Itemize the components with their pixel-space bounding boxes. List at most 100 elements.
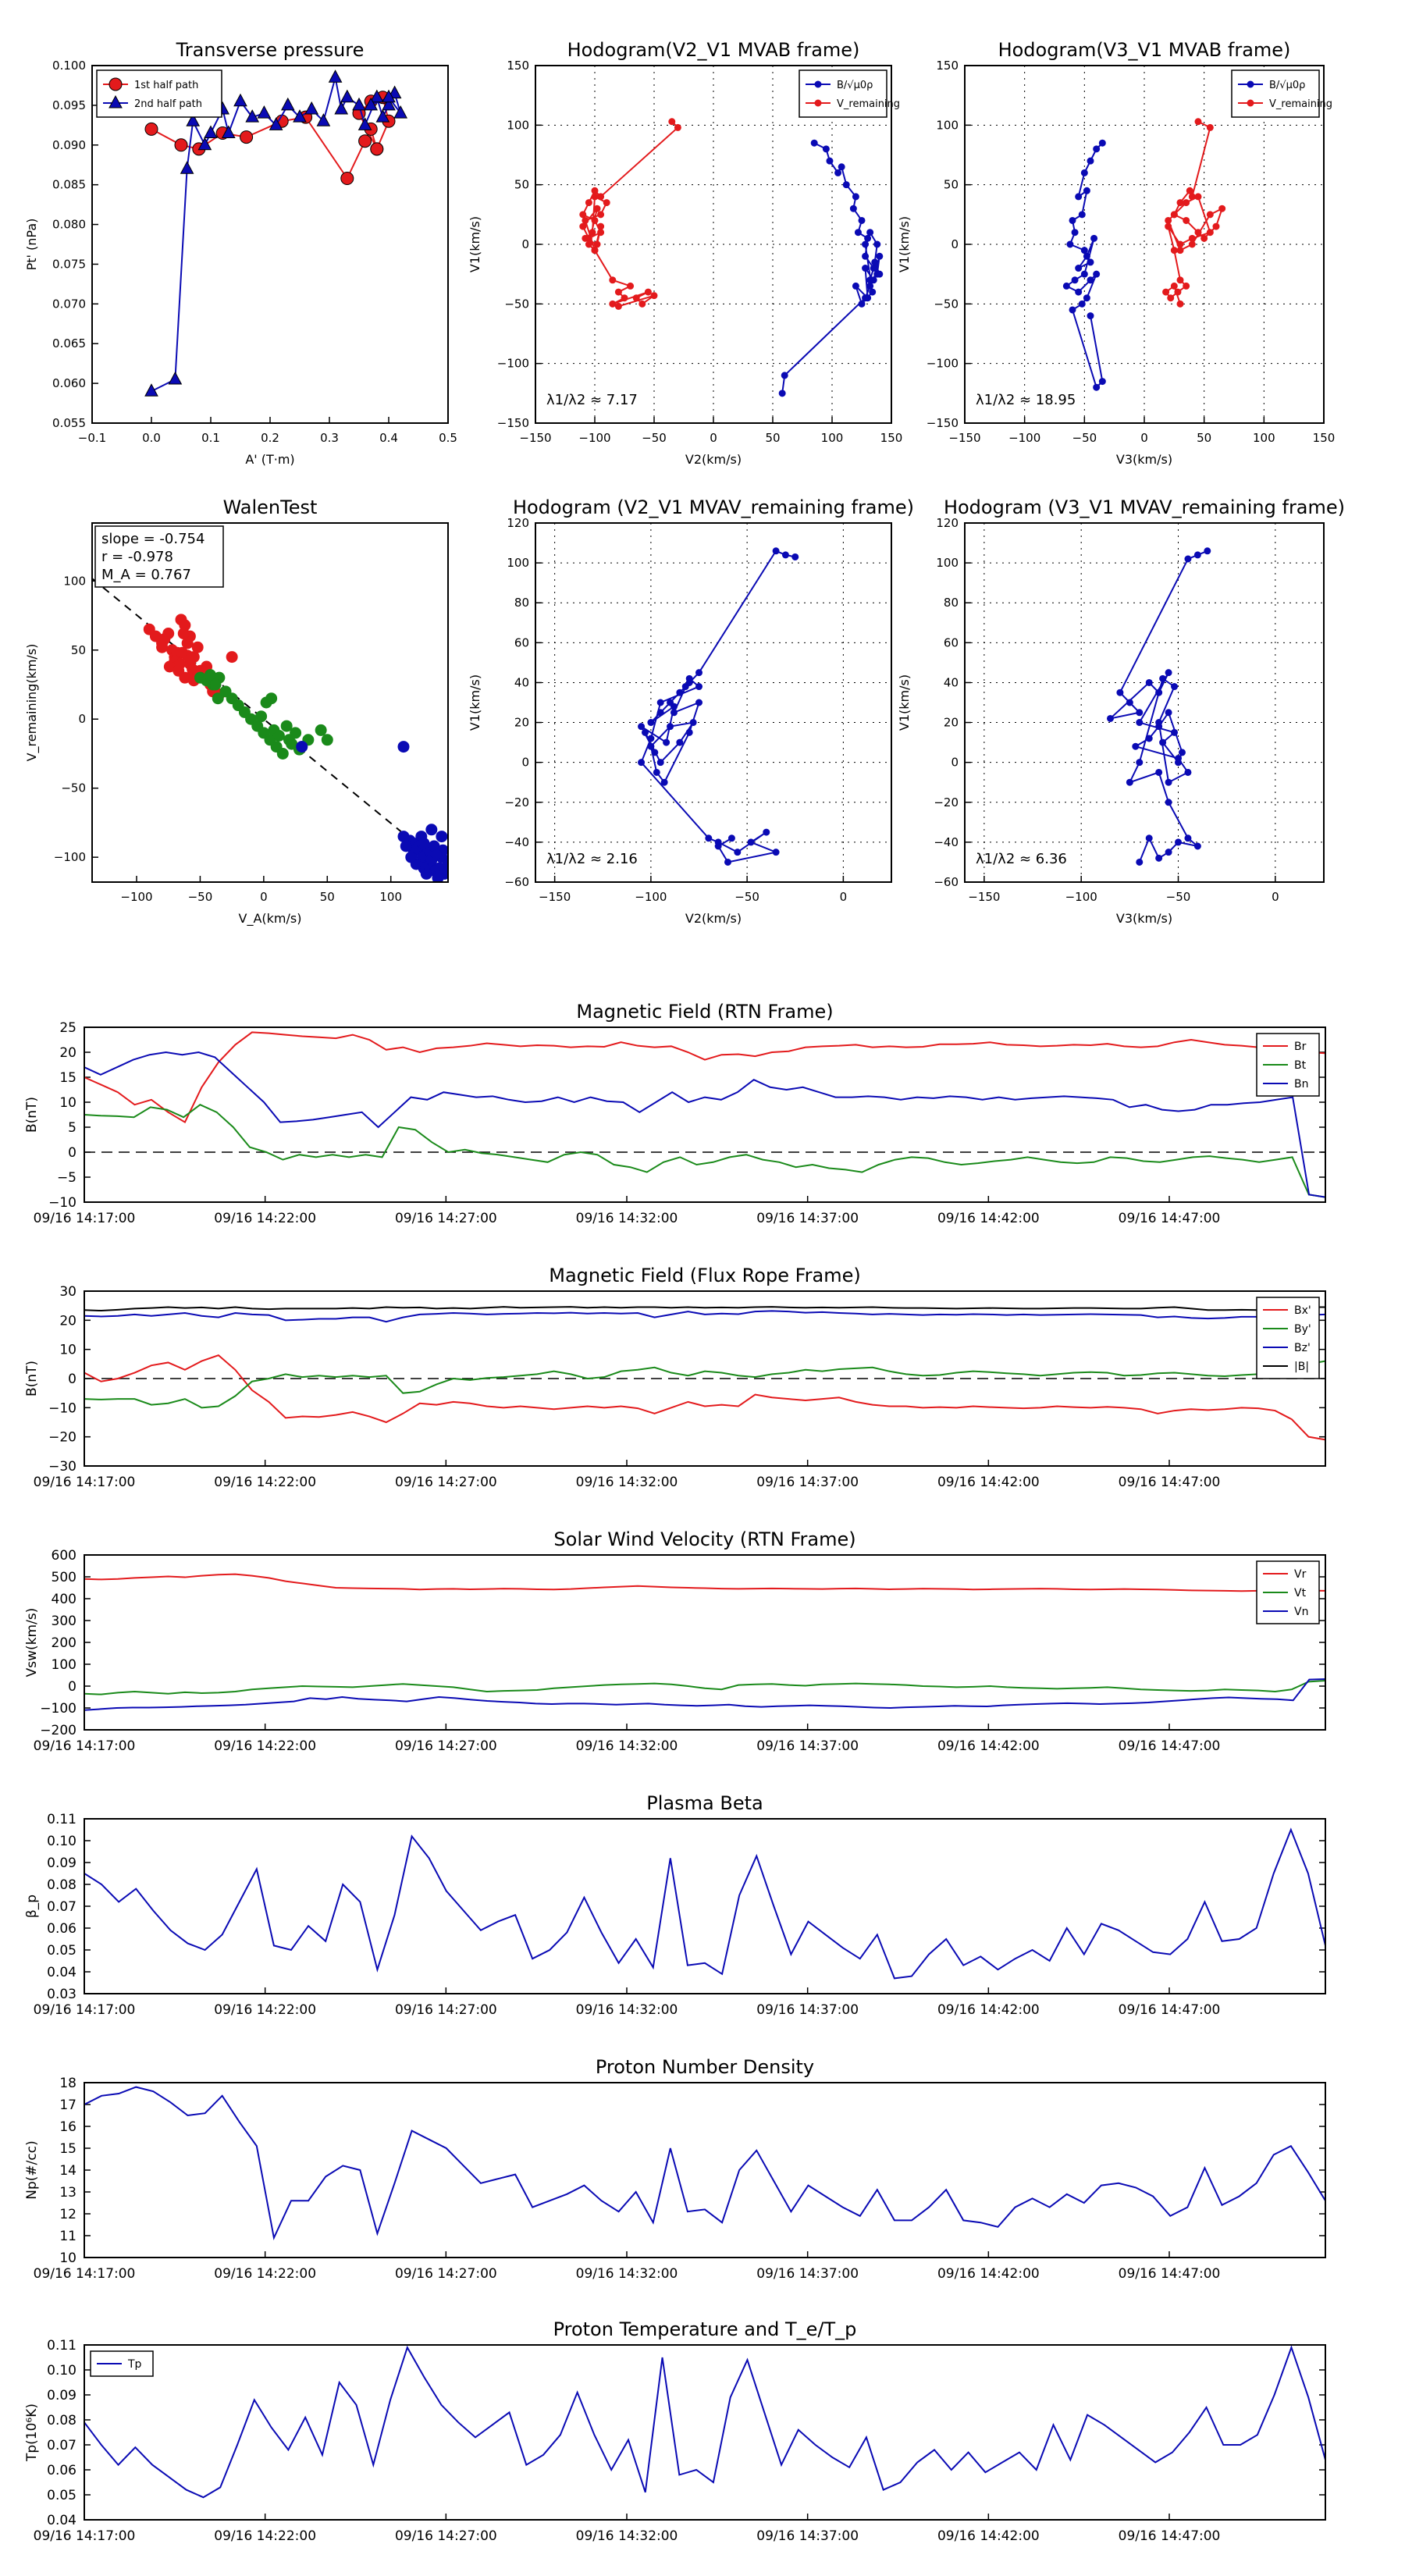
data-point-1 [674, 123, 681, 131]
y-tick-label: 0.09 [47, 1856, 76, 1871]
x-tick-label: 09/16 14:42:00 [937, 1211, 1040, 1226]
data-point-0 [695, 699, 703, 706]
y-axis-label: V1(km/s) [897, 216, 912, 272]
data-point-1 [1183, 282, 1190, 290]
legend-marker [108, 94, 123, 109]
x-tick-label: 09/16 14:22:00 [214, 1738, 316, 1754]
x-tick-label: 09/16 14:47:00 [1119, 1475, 1221, 1490]
data-point-1 [668, 118, 676, 126]
data-point-0 [1078, 300, 1086, 308]
data-point-0 [1087, 312, 1094, 320]
x-tick-label: 09/16 14:37:00 [756, 1475, 859, 1490]
data-point-1 [589, 229, 596, 237]
legend-label: V_remaining [1269, 98, 1332, 110]
y-tick-label: 300 [52, 1614, 76, 1629]
y-tick-label: 0.060 [52, 376, 86, 390]
data-point-0 [1069, 216, 1076, 224]
data-point-green [280, 720, 293, 732]
legend-label: Vt [1294, 1587, 1307, 1599]
y-tick-label: 60 [514, 635, 529, 649]
legend-label: Bn [1294, 1078, 1308, 1091]
legend-marker [1247, 80, 1254, 88]
x-tick-label: −100 [1008, 431, 1040, 445]
y-tick-label: 50 [71, 643, 86, 657]
data-point-0 [1126, 778, 1133, 786]
data-point-1 [1183, 216, 1190, 224]
data-point-1 [245, 109, 260, 123]
data-point-0 [670, 703, 678, 710]
series-line-0 [1108, 550, 1208, 863]
hodo_v2_mvab-chart: −150 −100 −50 0 50 100 150 −150 −100 −50 0 50 100 150… [468, 39, 902, 467]
data-point-1 [204, 125, 218, 139]
data-point-1 [180, 161, 194, 174]
data-point-0 [1165, 799, 1172, 806]
x-tick-label: 100 [379, 890, 402, 904]
x-axis-label: V_A(km/s) [239, 911, 302, 927]
data-point-0 [1087, 157, 1094, 165]
y-tick-label: 0.085 [52, 178, 86, 192]
data-point-1 [357, 117, 372, 130]
data-point-1 [638, 300, 646, 308]
data-point-0 [1171, 728, 1179, 736]
data-point-0 [1136, 858, 1144, 866]
x-tick-label: −50 [188, 890, 213, 904]
y-tick-label: 150 [936, 59, 959, 73]
y-tick-label: −20 [48, 1430, 76, 1446]
data-point-1 [1174, 288, 1182, 296]
legend-label: Tp [127, 2358, 142, 2371]
series-line-Np [84, 2086, 1325, 2241]
data-point-blue [296, 741, 308, 753]
data-point-1 [579, 211, 587, 219]
data-point-0 [240, 130, 254, 144]
axes-frame [84, 1554, 1326, 1731]
data-point-0 [1126, 699, 1133, 706]
data-point-1 [614, 288, 622, 296]
axes-frame [84, 1290, 1326, 1467]
data-point-1 [585, 199, 592, 207]
y-tick-label: 200 [52, 1635, 76, 1651]
x-tick-label: 09/16 14:27:00 [395, 1475, 497, 1490]
y-tick-label: 100 [63, 574, 86, 588]
x-tick-label: −150 [968, 890, 1000, 904]
x-tick-label: 09/16 14:32:00 [576, 2002, 678, 2018]
x-axis-label: V3(km/s) [1116, 911, 1172, 926]
eigenvalue-ratio: λ1/λ2 ≈ 7.17 [546, 392, 638, 408]
info-box [94, 525, 224, 588]
x-tick-label: 09/16 14:17:00 [34, 2266, 136, 2282]
data-point-0 [670, 709, 678, 717]
x-tick-label: 09/16 14:37:00 [756, 2528, 859, 2544]
y-tick-label: 0.100 [52, 59, 86, 73]
chart-title: Plasma Beta [646, 1792, 763, 1814]
y-tick-label: 150 [507, 59, 529, 73]
data-point-0 [1145, 735, 1153, 742]
data-point-0 [647, 719, 655, 727]
y-tick-label: 12 [59, 2207, 76, 2222]
y-tick-label: −100 [40, 1701, 76, 1717]
x-tick-label: −100 [120, 890, 152, 904]
data-point-0 [1155, 688, 1163, 696]
data-point-green [265, 692, 278, 705]
data-point-1 [609, 300, 617, 308]
data-point-blue [397, 741, 410, 753]
data-point-0 [747, 838, 755, 846]
data-point-0 [1090, 234, 1098, 242]
y-tick-label: 50 [944, 178, 959, 192]
x-tick-label: 0 [260, 890, 268, 904]
data-point-0 [1184, 768, 1192, 776]
data-point-1 [591, 193, 599, 201]
data-point-0 [1171, 683, 1179, 691]
data-point-1 [269, 117, 283, 130]
data-point-0 [1087, 258, 1094, 266]
x-tick-label: −50 [1166, 890, 1191, 904]
y-tick-label: 0.08 [47, 1877, 76, 1893]
y-tick-label: 500 [52, 1570, 76, 1585]
axes-frame [84, 1026, 1326, 1203]
data-point-0 [1080, 169, 1088, 176]
data-point-0 [862, 294, 870, 302]
data-point-0 [1175, 838, 1183, 846]
y-tick-label: 40 [944, 675, 959, 689]
data-point-0 [1165, 709, 1172, 717]
chart-title: Transverse pressure [176, 39, 365, 61]
data-point-0 [1093, 383, 1101, 391]
legend-marker [1247, 99, 1254, 107]
